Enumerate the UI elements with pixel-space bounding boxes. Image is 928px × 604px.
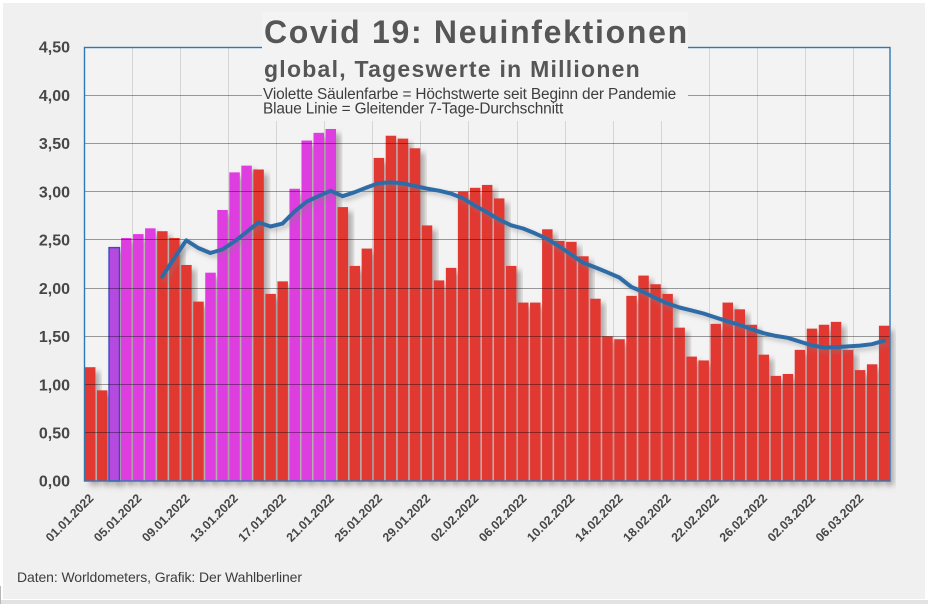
svg-text:3,50: 3,50 xyxy=(39,136,70,153)
svg-text:Blaue Linie = Gleitender 7-Tag: Blaue Linie = Gleitender 7-Tage-Durchsch… xyxy=(263,101,564,118)
svg-text:2,00: 2,00 xyxy=(39,281,70,298)
svg-text:1,00: 1,00 xyxy=(39,377,70,394)
svg-text:Daten: Worldometers, Grafik: D: Daten: Worldometers, Grafik: Der Wahlber… xyxy=(17,569,302,585)
svg-text:Violette Säulenfarbe = Höchstw: Violette Säulenfarbe = Höchstwerte seit … xyxy=(263,86,676,103)
svg-text:3,00: 3,00 xyxy=(39,184,70,201)
svg-text:4,00: 4,00 xyxy=(39,88,70,105)
svg-text:global, Tageswerte in Millione: global, Tageswerte in Millionen xyxy=(264,56,641,82)
svg-text:Covid 19: Neuinfektionen: Covid 19: Neuinfektionen xyxy=(264,14,689,50)
svg-text:2,50: 2,50 xyxy=(39,233,70,250)
svg-text:0,50: 0,50 xyxy=(39,426,70,443)
svg-text:4,50: 4,50 xyxy=(39,40,70,57)
svg-text:1,50: 1,50 xyxy=(39,329,70,346)
svg-text:0,00: 0,00 xyxy=(39,474,70,491)
